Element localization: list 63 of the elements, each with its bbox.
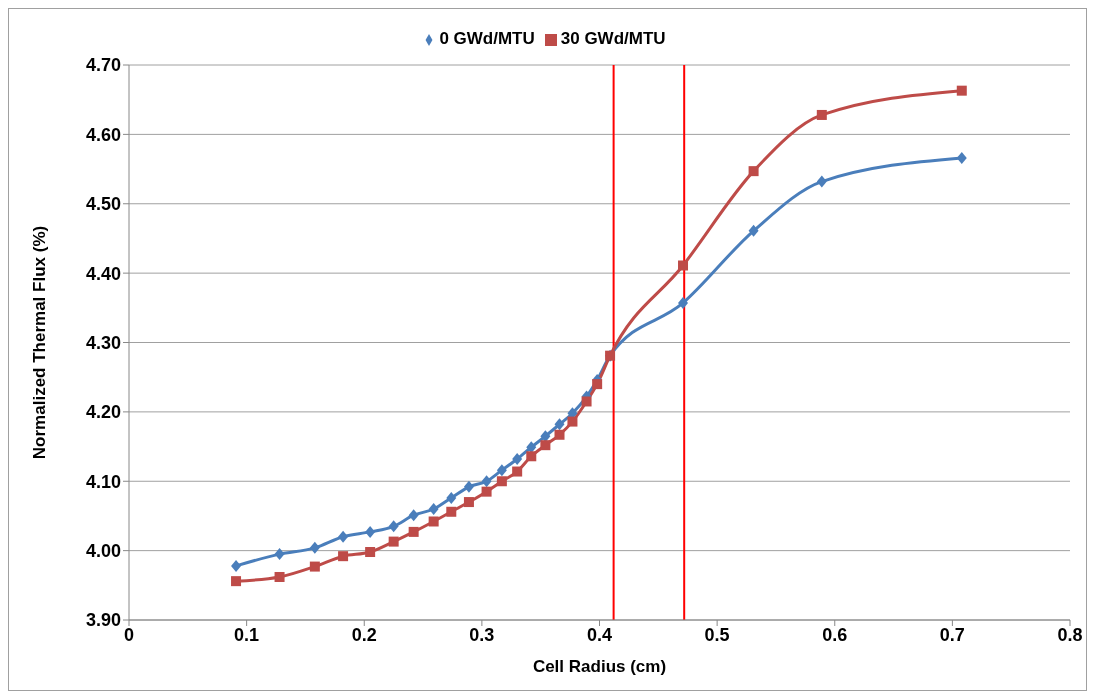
point: [428, 516, 439, 527]
legend-label: 0 GWd/MTU: [439, 29, 535, 48]
point: [365, 547, 376, 558]
point: [428, 503, 439, 515]
point: [231, 576, 242, 587]
point: [748, 166, 759, 177]
point: [496, 476, 507, 487]
x-axis-title: Cell Radius (cm): [532, 657, 667, 676]
point: [274, 571, 285, 582]
point: [592, 379, 603, 390]
x-tick-label: 0.6: [822, 624, 848, 645]
y-tick-label: 4.50: [85, 194, 121, 215]
x-tick-label: 0.1: [234, 624, 260, 645]
y-tick-label: 4.00: [85, 541, 121, 562]
point: [526, 451, 537, 462]
point: [956, 85, 967, 96]
point: [338, 530, 349, 543]
x-tick-label: 0.8: [1057, 624, 1083, 645]
y-tick-label: 4.20: [85, 402, 121, 423]
point: [816, 175, 827, 188]
point: [365, 525, 376, 538]
x-tick-label: 0.5: [704, 624, 730, 645]
x-tick-label: 0.2: [351, 624, 377, 645]
legend-label: 30 GWd/MTU: [560, 29, 666, 48]
point: [678, 260, 689, 271]
y-tick-label: 4.30: [85, 332, 121, 353]
point: [678, 296, 689, 309]
point: [554, 429, 565, 440]
x-tick-label: 0.3: [469, 624, 495, 645]
y-axis-title: Normalized Thermal Flux (%): [30, 225, 50, 460]
point: [309, 541, 320, 554]
point: [309, 561, 320, 572]
x-tick-label: 0: [123, 624, 135, 645]
point: [408, 509, 419, 522]
point: [446, 491, 457, 504]
point: [956, 151, 967, 164]
point: [512, 453, 523, 466]
point: [338, 551, 349, 562]
point: [231, 559, 242, 572]
point: [481, 475, 492, 488]
point: [540, 440, 551, 451]
point: [463, 497, 474, 508]
y-tick-label: 4.10: [85, 471, 121, 492]
point: [816, 109, 827, 120]
y-tick-label: 3.90: [85, 610, 121, 631]
x-tick-label: 0.7: [939, 624, 965, 645]
point: [463, 480, 474, 493]
y-tick-label: 4.60: [85, 124, 121, 145]
point: [512, 466, 523, 477]
point: [274, 548, 285, 561]
point: [581, 396, 592, 407]
point: [388, 536, 399, 547]
point: [554, 418, 565, 431]
point: [408, 526, 419, 537]
point: [748, 224, 759, 237]
y-tick-label: 4.40: [85, 263, 121, 284]
point: [496, 464, 507, 477]
point: [446, 506, 457, 517]
point: [567, 416, 578, 427]
point: [388, 520, 399, 533]
point: [481, 486, 492, 497]
y-tick-label: 4.70: [85, 55, 121, 76]
x-tick-label: 0.4: [586, 624, 613, 645]
